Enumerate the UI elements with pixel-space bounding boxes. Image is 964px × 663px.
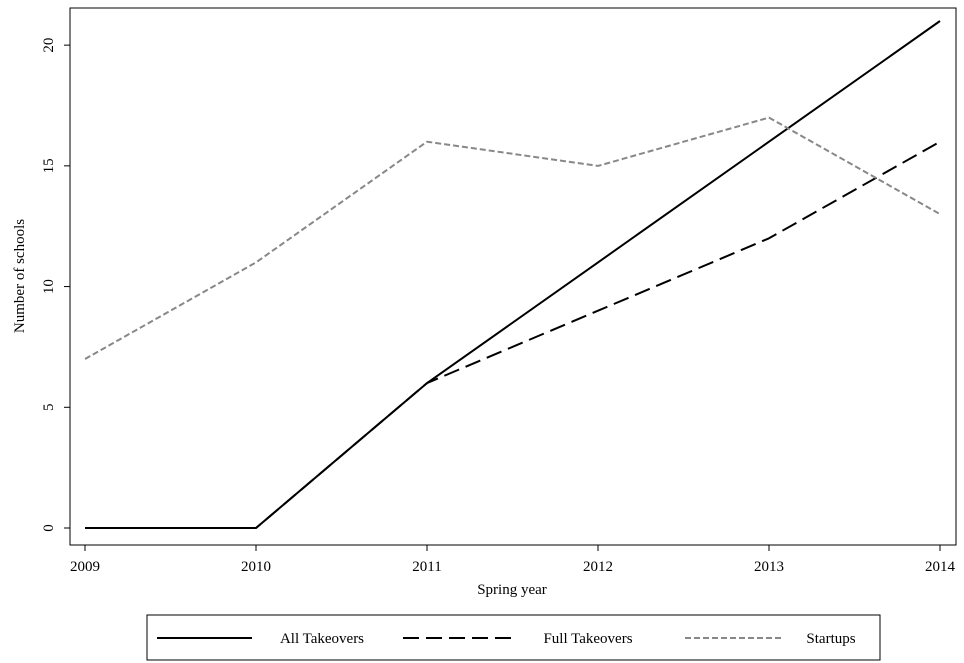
y-tick-label: 15 [41, 158, 57, 173]
x-tick-label: 2010 [241, 559, 271, 575]
legend-label: Startups [806, 631, 855, 647]
x-tick-label: 2009 [70, 559, 100, 575]
legend-label: All Takeovers [280, 631, 364, 647]
series-lines [84, 20, 941, 529]
x-tick-label: 2012 [583, 559, 613, 575]
series-line-startups [84, 116, 941, 360]
y-axis-ticks: 0 5 10 15 20 [41, 38, 70, 532]
legend: All Takeovers Full Takeovers Startups [157, 631, 856, 647]
y-tick-label: 10 [41, 279, 57, 294]
y-tick-label: 0 [41, 524, 57, 532]
y-axis-title: Number of schools [12, 219, 28, 333]
x-axis-ticks: 2009 2010 2011 2012 2013 2014 [70, 545, 956, 575]
series-line-full-takeovers [85, 140, 941, 529]
y-tick-label: 20 [41, 38, 57, 53]
x-tick-label: 2013 [754, 559, 784, 575]
legend-label: Full Takeovers [543, 631, 632, 647]
plot-frame [69, 7, 957, 546]
x-tick-label: 2014 [925, 559, 956, 575]
x-axis-title: Spring year [477, 582, 547, 598]
y-tick-label: 5 [41, 404, 57, 412]
x-tick-label: 2011 [412, 559, 441, 575]
